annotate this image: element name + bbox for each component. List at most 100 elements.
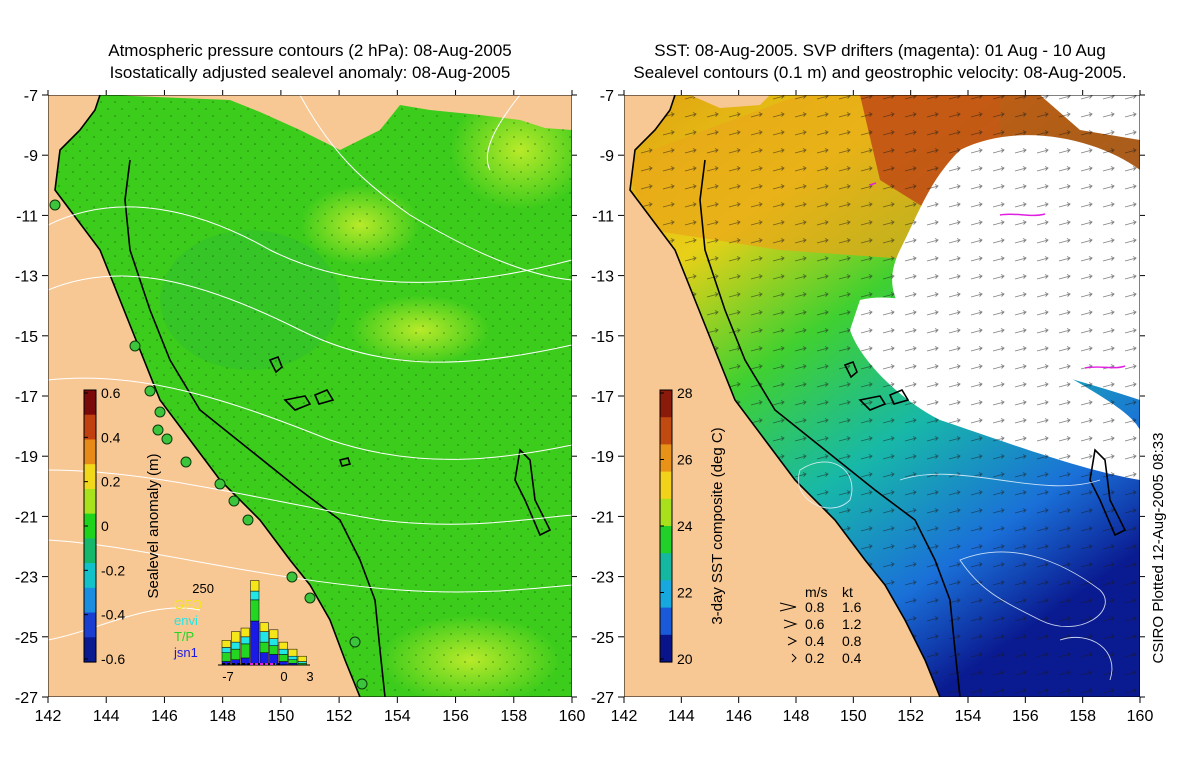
- colorbar-swatch: [84, 439, 96, 465]
- histogram-bar-segment: [297, 661, 307, 664]
- lon-label: 150: [268, 708, 295, 725]
- lat-label: -25: [591, 630, 614, 647]
- colorbar-tick-label: 0.4: [101, 429, 121, 445]
- colorbar-tick-label: -0.6: [101, 651, 125, 667]
- lat-label: -15: [591, 329, 614, 346]
- velocity-legend: m/s kt 0.8 1.60.6 1.20.4 0.80.2 0.4: [779, 584, 862, 666]
- lon-label: 150: [840, 708, 867, 725]
- colorbar-tick-label: 0: [101, 518, 109, 534]
- lon-label: 146: [151, 708, 178, 725]
- lon-label: 154: [955, 708, 982, 725]
- lat-label: -17: [591, 389, 614, 406]
- colorbar-swatch: [660, 390, 672, 418]
- lat-label: -21: [15, 509, 38, 526]
- shelf-edge: [124, 159, 386, 697]
- right-colorbar-label: 3-day SST composite (deg C): [709, 427, 726, 624]
- lon-label: 158: [500, 708, 527, 725]
- plot-credit: CSIRO Plotted 12-Aug-2005 08:33: [1150, 433, 1167, 664]
- velocity-kt-value: 0.4: [842, 650, 862, 666]
- histogram-bar-segment: [269, 638, 279, 646]
- left-title-line1: Atmospheric pressure contours (2 hPa): 0…: [108, 41, 512, 60]
- histogram-x-label: 0: [280, 669, 287, 684]
- colorbar-swatch: [84, 612, 96, 638]
- lon-label: 148: [783, 708, 810, 725]
- lon-label: 158: [1069, 708, 1096, 725]
- right-map: [624, 95, 1140, 697]
- right-colorbar: 28 26 24 22 20 3-day SST composite (deg C): [659, 385, 726, 667]
- colorbar-swatch: [84, 538, 96, 564]
- lon-label: 144: [668, 708, 695, 725]
- velocity-ms-value: 0.8: [805, 599, 825, 615]
- histogram-x-label: -7: [222, 669, 234, 684]
- right-title-line1: SST: 08-Aug-2005. SVP drifters (magenta)…: [654, 41, 1106, 60]
- velocity-kt-value: 1.2: [842, 616, 862, 632]
- colorbar-tick-label: 0.6: [101, 385, 121, 401]
- histogram-bar-segment: [259, 641, 269, 653]
- histogram-max-label: 250: [192, 581, 214, 596]
- colorbar-tick-label: -0.4: [101, 607, 125, 623]
- altimeter-legend-item: GFO: [174, 597, 202, 612]
- histogram-bar-segment: [221, 652, 231, 662]
- lon-label: 154: [384, 708, 411, 725]
- histogram-bar-segment: [297, 655, 307, 662]
- histogram-bar-segment: [250, 620, 260, 666]
- lat-label: -11: [592, 208, 614, 225]
- lat-label: -27: [15, 690, 38, 707]
- colorbar-swatch: [660, 444, 672, 473]
- lat-label: -11: [16, 208, 38, 225]
- svp-drifter-tracks: [869, 182, 1126, 369]
- histogram-bar-segment: [288, 648, 298, 657]
- lat-label: -23: [591, 570, 614, 587]
- lat-label: -9: [24, 148, 38, 165]
- colorbar-tick-label: 22: [677, 585, 693, 601]
- colorbar-swatch: [84, 637, 96, 663]
- lat-label: -13: [591, 269, 614, 286]
- histogram-bar-segment: [240, 636, 250, 645]
- left-colorbar-label: Sealevel anomaly (m): [145, 453, 162, 598]
- histogram-x-label: 3: [306, 669, 313, 684]
- histogram-bar-segment: [288, 659, 298, 664]
- velocity-ms-value: 0.6: [805, 616, 825, 632]
- tide-gauge-stations: [49, 199, 368, 690]
- histogram-bar-segment: [259, 631, 269, 643]
- colorbar-swatch: [660, 634, 672, 663]
- histogram-bar-segment: [259, 622, 269, 632]
- lon-label: 160: [559, 708, 586, 725]
- lat-label: -19: [591, 449, 614, 466]
- lat-label: -25: [15, 630, 38, 647]
- left-map: [48, 95, 572, 697]
- lon-label: 156: [1012, 708, 1039, 725]
- altimeter-legend-item: T/P: [174, 629, 194, 644]
- png-landmass: [690, 95, 770, 108]
- lat-label: -23: [15, 570, 38, 587]
- colorbar-tick-label: 28: [677, 385, 693, 401]
- histogram-bar-segment: [250, 599, 260, 622]
- histogram-bar-segment: [278, 661, 288, 666]
- histogram-bar-segment: [231, 648, 241, 660]
- lon-label: 148: [209, 708, 236, 725]
- right-title-line2: Sealevel contours (0.1 m) and geostrophi…: [633, 63, 1127, 82]
- histogram-bar-segment: [240, 627, 250, 638]
- altimeter-legend-item: jsn1: [173, 645, 198, 660]
- coral-sea-reefs: [843, 360, 1127, 537]
- velocity-arrow-glyph: [791, 653, 797, 663]
- histogram-bar-segment: [231, 631, 241, 643]
- velocity-unit-ms: m/s: [805, 584, 828, 600]
- colorbar-swatch: [660, 553, 672, 581]
- histogram-bar-segment: [240, 643, 250, 659]
- lat-label: -15: [15, 329, 38, 346]
- lon-label: 144: [93, 708, 120, 725]
- colorbar-swatch: [84, 513, 96, 539]
- lat-label: -7: [600, 88, 614, 105]
- histogram-bar-segment: [278, 641, 288, 650]
- png-landmass: [110, 95, 572, 150]
- histogram-bar-segment: [221, 647, 231, 653]
- lon-label: 160: [1127, 708, 1154, 725]
- velocity-kt-value: 1.6: [842, 599, 862, 615]
- velocity-arrow-glyph: [783, 619, 798, 629]
- lat-label: -17: [15, 389, 38, 406]
- colorbar-swatch: [84, 488, 96, 515]
- colorbar-swatch: [660, 417, 672, 445]
- histogram-bar-segment: [278, 654, 288, 662]
- left-title-line2: Isostatically adjusted sealevel anomaly:…: [109, 63, 511, 82]
